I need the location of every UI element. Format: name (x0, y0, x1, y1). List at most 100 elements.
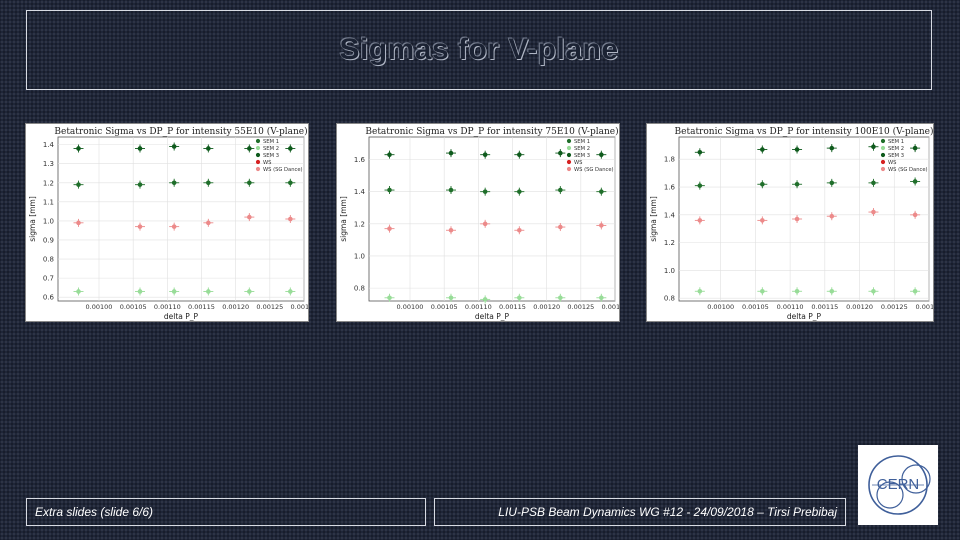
y-tick-label: 1.6 (354, 156, 366, 164)
y-tick-label: 1.0 (354, 252, 365, 260)
chart-title: Betatronic Sigma vs DP_P for intensity 1… (675, 126, 933, 137)
legend-marker (566, 166, 572, 172)
legend-marker (880, 145, 886, 151)
legend-marker (255, 138, 261, 144)
legend-marker (566, 159, 572, 165)
data-point (760, 218, 765, 223)
legend-label: WS (574, 160, 582, 166)
legend-label: SEM 3 (888, 153, 904, 159)
data-point (137, 224, 143, 229)
chart-title: Betatronic Sigma vs DP_P for intensity 5… (54, 126, 307, 137)
data-point (387, 295, 392, 301)
legend-marker (255, 159, 261, 165)
y-tick-label: 0.8 (43, 256, 54, 264)
x-tick-label: 0.00115 (811, 303, 838, 311)
data-point (171, 289, 177, 294)
data-point (558, 224, 563, 230)
data-point (247, 146, 252, 151)
data-point (76, 220, 81, 226)
data-point (599, 223, 604, 228)
legend-label: WS (888, 160, 896, 166)
data-point (288, 289, 293, 294)
data-point (912, 145, 918, 151)
data-point (871, 144, 876, 150)
x-tick-label: 0.00105 (431, 303, 458, 311)
x-tick-label: 0.00120 (533, 303, 560, 311)
data-point (794, 181, 800, 187)
x-tick-label: 0.00100 (397, 303, 424, 311)
y-tick-label: 0.8 (664, 295, 675, 303)
x-tick-label: 0.00105 (120, 303, 147, 311)
data-point (517, 152, 522, 157)
footer-right-box: LIU-PSB Beam Dynamics WG #12 - 24/09/201… (434, 498, 846, 526)
series-sem-1 (694, 177, 921, 190)
legend-marker (880, 138, 886, 144)
y-tick-label: 1.4 (664, 211, 676, 219)
data-point (760, 288, 765, 294)
x-tick-label: 0.00105 (742, 303, 769, 311)
y-tick-label: 1.2 (664, 239, 675, 247)
x-tick-label: 0.00130 (916, 303, 933, 311)
data-point (482, 152, 488, 157)
legend-marker (255, 152, 261, 158)
data-point (448, 227, 454, 233)
legend-label: SEM 2 (263, 146, 279, 152)
x-tick-label: 0.00115 (499, 303, 526, 311)
series-sem-1 (73, 178, 296, 189)
legend-label: WS (263, 160, 271, 166)
data-point (288, 180, 293, 186)
data-point (871, 209, 876, 215)
data-point (206, 146, 211, 151)
data-point (697, 149, 703, 155)
series-sem-2 (73, 287, 296, 296)
data-point (599, 152, 604, 157)
legend-marker (880, 152, 886, 158)
x-axis-label: delta P_P (475, 312, 510, 321)
series-ws-sg-dance- (384, 219, 607, 235)
y-tick-label: 1.2 (354, 220, 365, 228)
x-tick-label: 0.00120 (222, 303, 249, 311)
data-point (912, 288, 918, 294)
data-point (482, 297, 488, 302)
chart-panel-3: Betatronic Sigma vs DP_P for intensity 1… (647, 124, 933, 321)
series-sem-3 (694, 142, 921, 157)
data-point (448, 150, 454, 156)
x-tick-label: 0.00125 (881, 303, 908, 311)
data-point (697, 218, 703, 223)
data-point (829, 213, 835, 219)
legend-label: WS (SG Dance) (574, 167, 614, 173)
y-tick-label: 1.1 (43, 198, 54, 206)
footer-left-box: Extra slides (slide 6/6) (26, 498, 426, 526)
y-tick-label: 1.6 (664, 184, 676, 192)
data-point (448, 187, 454, 193)
y-tick-label: 0.7 (43, 275, 54, 283)
x-tick-label: 0.00100 (86, 303, 113, 311)
data-point (387, 152, 392, 157)
x-tick-label: 0.00125 (256, 303, 283, 311)
chart-title: Betatronic Sigma vs DP_P for intensity 7… (365, 126, 618, 137)
data-point (76, 289, 81, 294)
x-tick-label: 0.00130 (291, 303, 308, 311)
legend-marker (566, 145, 572, 151)
data-point (137, 182, 143, 187)
data-point (482, 221, 488, 227)
legend-marker (566, 138, 572, 144)
title-frame: Sigmas for V-plane (26, 10, 932, 90)
footer-meeting-label: LIU-PSB Beam Dynamics WG #12 - 24/09/201… (498, 505, 837, 519)
y-tick-label: 1.3 (43, 160, 54, 168)
data-point (760, 181, 765, 187)
x-tick-label: 0.00110 (777, 303, 804, 311)
series-ws-sg-dance- (73, 213, 296, 231)
data-point (517, 227, 522, 233)
x-axis-label: delta P_P (787, 312, 822, 321)
chart-2-svg: Betatronic Sigma vs DP_P for intensity 7… (339, 126, 619, 321)
cern-logo-icon: CERN (868, 455, 931, 515)
data-point (137, 289, 143, 294)
data-point (171, 144, 177, 149)
y-tick-label: 0.9 (43, 236, 54, 244)
data-point (387, 226, 392, 231)
series-sem-2 (384, 293, 607, 304)
legend-label: SEM 1 (263, 139, 279, 145)
y-tick-label: 0.8 (354, 285, 365, 293)
data-point (794, 147, 800, 152)
